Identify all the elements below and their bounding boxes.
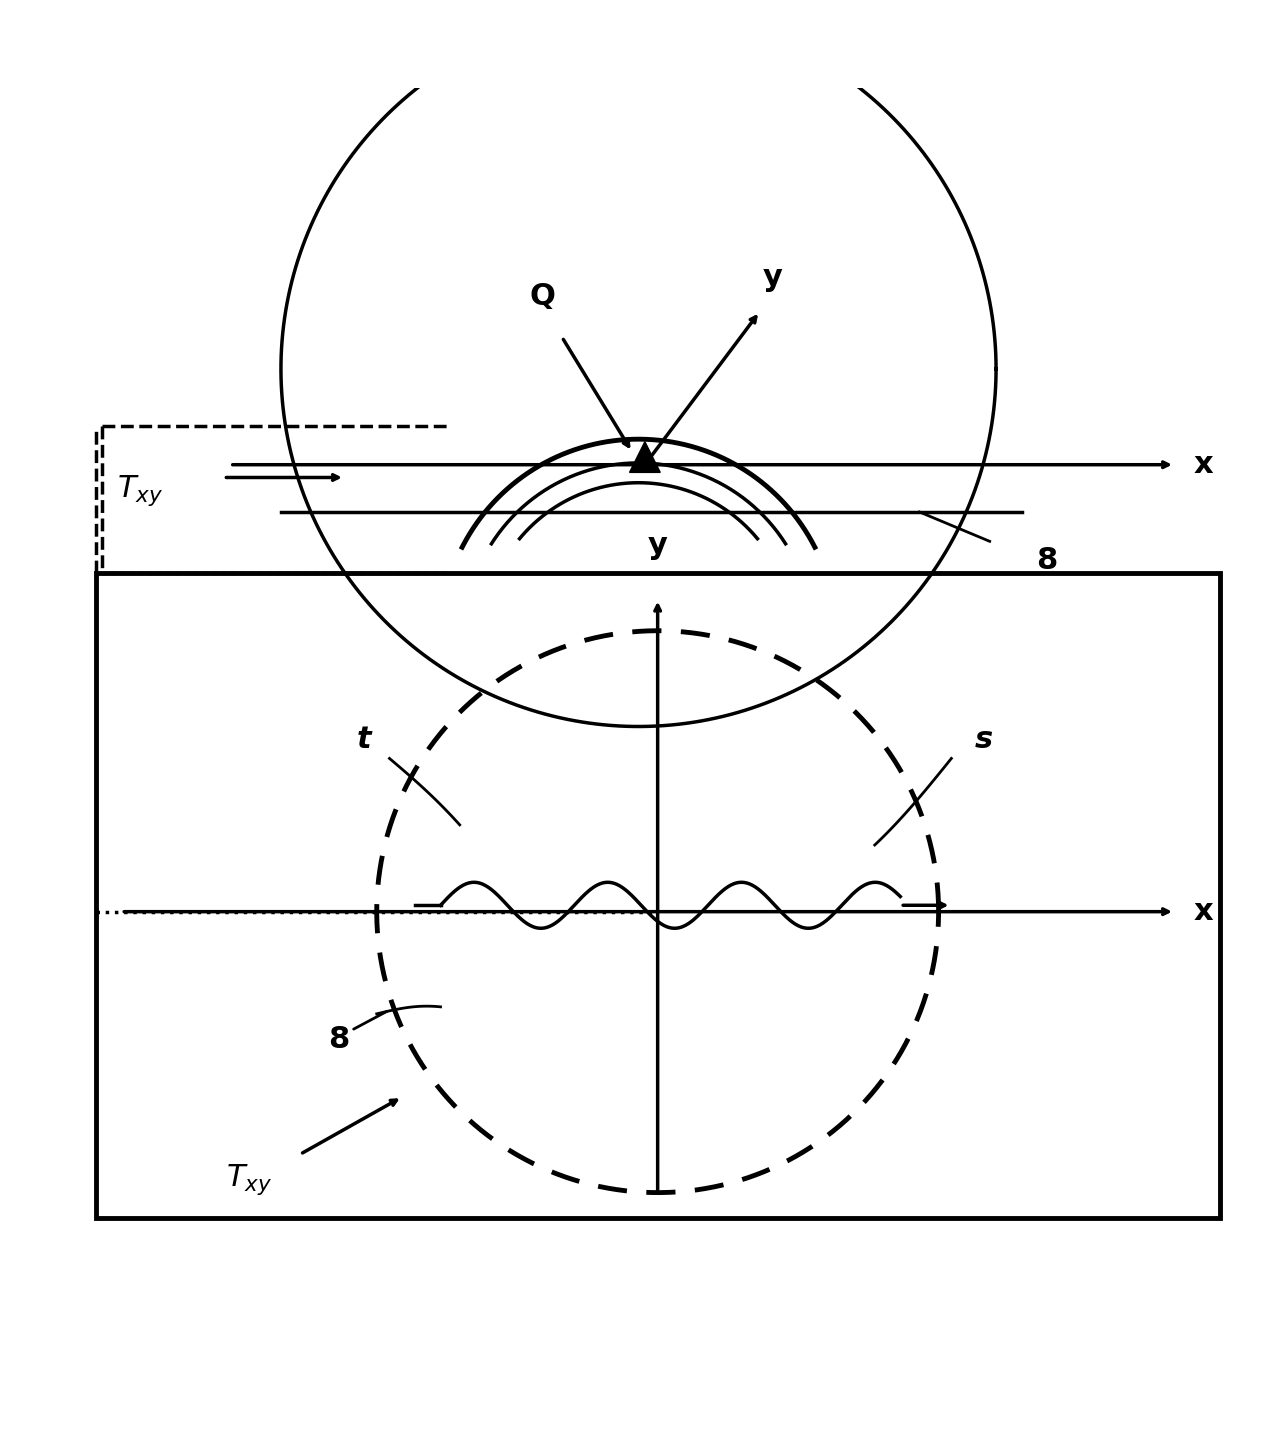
Text: x: x [1194, 897, 1213, 926]
Text: $T_{xy}$: $T_{xy}$ [117, 472, 163, 507]
Bar [96, 574, 1220, 1218]
Text: $T_{xy}$: $T_{xy}$ [226, 1162, 272, 1197]
Text: t: t [356, 725, 372, 754]
Text: s: s [974, 725, 992, 754]
Polygon shape [630, 442, 660, 472]
Text: y: y [647, 532, 668, 561]
Text: 8: 8 [1037, 546, 1057, 575]
Text: x: x [1194, 450, 1213, 479]
Text: y: y [762, 263, 783, 292]
Text: 8: 8 [328, 1024, 349, 1053]
Text: Q: Q [530, 282, 555, 311]
